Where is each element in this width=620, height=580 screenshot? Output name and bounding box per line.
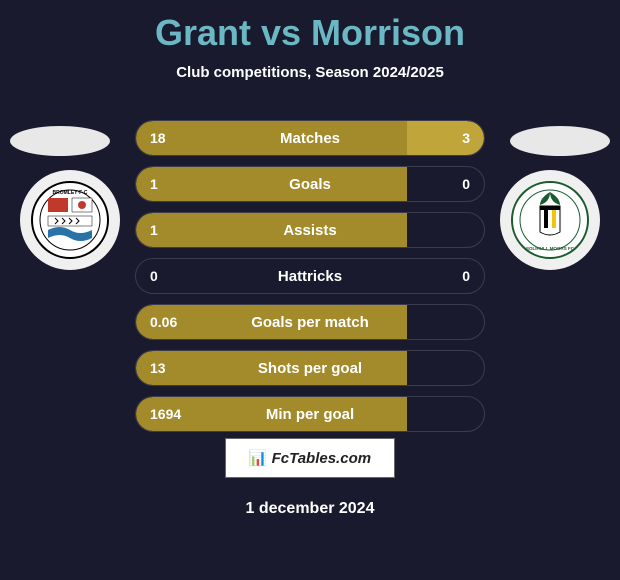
stat-value-right: 3 (462, 130, 470, 146)
chart-icon: 📊 (249, 449, 268, 467)
left-ellipse-decor (10, 126, 110, 156)
stat-row: 0Hattricks0 (135, 258, 485, 294)
stat-row: 0.06Goals per match (135, 304, 485, 340)
stat-label: Goals per match (136, 314, 484, 331)
stat-value-right: 0 (462, 176, 470, 192)
stat-label: Min per goal (136, 406, 484, 423)
stat-value-right: 0 (462, 268, 470, 284)
stat-label: Hattricks (136, 268, 484, 285)
svg-text:BROMLEY·F·C: BROMLEY·F·C (53, 190, 88, 196)
stat-row: 1694Min per goal (135, 396, 485, 432)
stat-label: Assists (136, 222, 484, 239)
stats-container: 18Matches31Goals01Assists0Hattricks00.06… (135, 120, 485, 442)
stat-row: 18Matches3 (135, 120, 485, 156)
footer-brand-text: FcTables.com (272, 450, 371, 467)
date-label: 1 december 2024 (0, 500, 620, 518)
stat-label: Matches (136, 130, 484, 147)
stat-row: 1Goals0 (135, 166, 485, 202)
right-ellipse-decor (510, 126, 610, 156)
season-subtitle: Club competitions, Season 2024/2025 (0, 64, 620, 81)
solihull-moors-icon: SOLIHULL MOORS FC (510, 180, 590, 260)
right-club-badge: SOLIHULL MOORS FC (500, 170, 600, 270)
stat-label: Goals (136, 176, 484, 193)
left-club-badge: BROMLEY·F·C (20, 170, 120, 270)
svg-text:SOLIHULL MOORS FC: SOLIHULL MOORS FC (526, 246, 575, 251)
stat-row: 1Assists (135, 212, 485, 248)
comparison-title: Grant vs Morrison (0, 0, 620, 54)
stat-row: 13Shots per goal (135, 350, 485, 386)
bromley-fc-icon: BROMLEY·F·C (30, 180, 110, 260)
fctables-logo: 📊 FcTables.com (225, 438, 395, 478)
stat-label: Shots per goal (136, 360, 484, 377)
